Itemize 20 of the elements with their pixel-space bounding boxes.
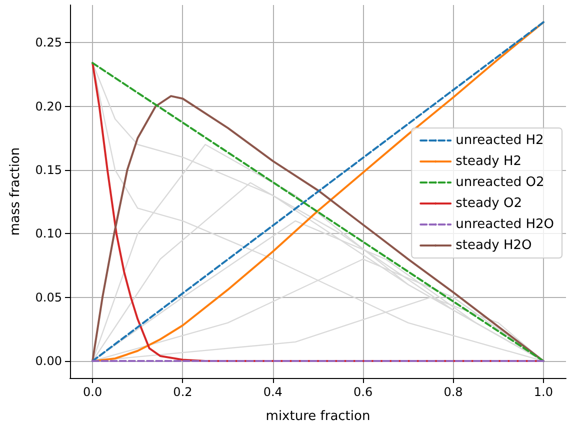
y-tick-label: 0.10 xyxy=(35,226,62,241)
legend-label: steady H2 xyxy=(456,154,522,169)
y-tick-label: 0.20 xyxy=(35,99,62,114)
legend-label: unreacted H2 xyxy=(456,133,544,148)
legend-label: unreacted O2 xyxy=(456,175,544,190)
y-axis-title: mass fraction xyxy=(8,147,23,236)
x-tick-label: 0.6 xyxy=(354,385,373,399)
x-tick-label: 0.0 xyxy=(83,385,102,399)
y-tick-label: 0.00 xyxy=(35,354,62,368)
y-tick-label: 0.15 xyxy=(35,162,62,177)
x-tick-label: 0.4 xyxy=(263,385,282,399)
x-tick-label: 1.0 xyxy=(534,385,553,399)
legend-label: steady O2 xyxy=(456,196,522,211)
x-tick-label: 0.8 xyxy=(444,385,463,399)
x-axis-title: mixture fraction xyxy=(266,409,370,424)
y-tick-label: 0.25 xyxy=(35,36,62,50)
legend-label: steady H2O xyxy=(456,238,532,253)
legend-label: unreacted H2O xyxy=(456,217,554,232)
y-tick-label: 0.05 xyxy=(35,290,62,304)
x-tick-label: 0.2 xyxy=(173,385,192,399)
